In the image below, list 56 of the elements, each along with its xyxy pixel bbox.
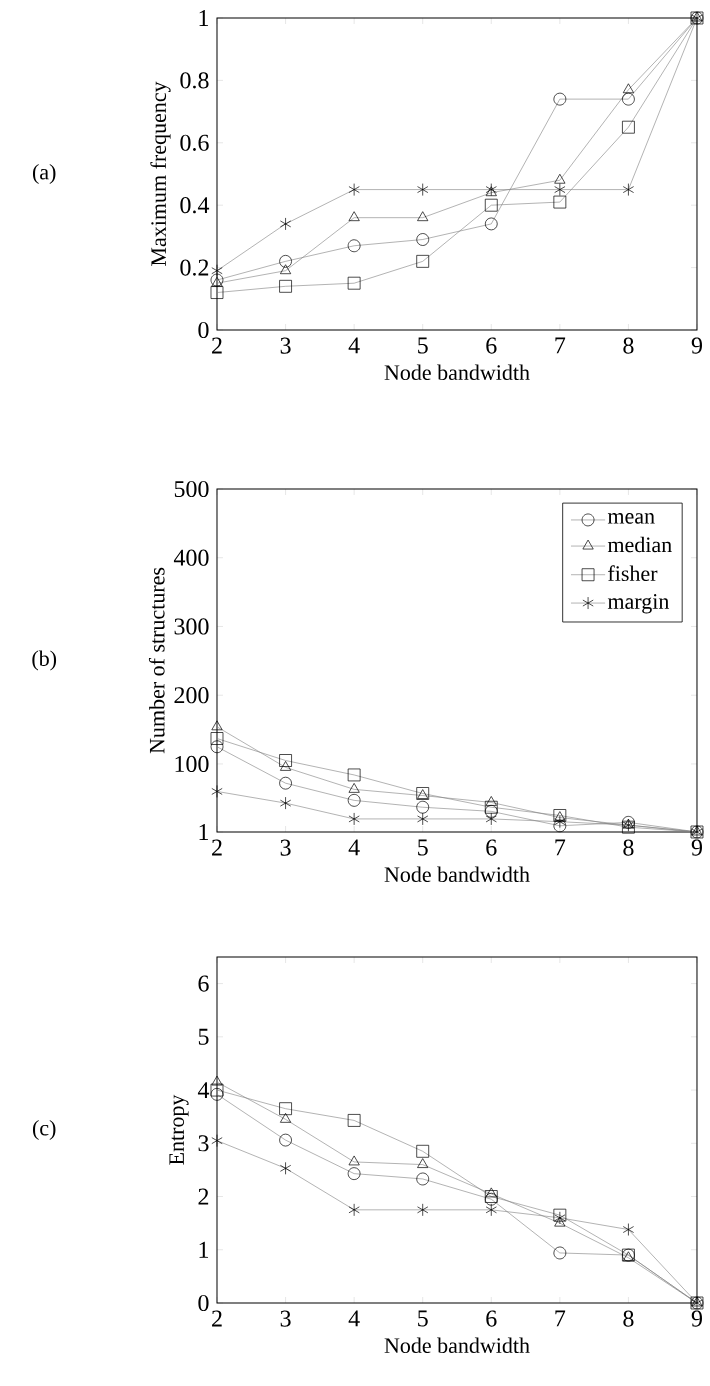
x-tick-label: 5: [417, 337, 428, 354]
y-tick-label: 200: [174, 687, 209, 704]
x-tick-label: 2: [211, 1310, 222, 1327]
y-axis-title: Number of structures: [148, 567, 165, 754]
y-tick-label: 5: [198, 1028, 209, 1045]
y-tick-label: 500: [174, 480, 209, 498]
x-tick-label: 6: [486, 337, 497, 354]
x-tick-label: 6: [486, 1310, 497, 1327]
y-tick-label: 0.6: [180, 134, 209, 151]
text: (c): [32, 1120, 56, 1140]
x-tick-label: 3: [280, 1310, 291, 1327]
x-tick-label: 4: [348, 1310, 360, 1327]
x-tick-label: 8: [623, 839, 634, 856]
legend-label: fisher: [607, 565, 658, 582]
y-tick-label: 6: [198, 975, 209, 992]
y-tick-label: 100: [175, 755, 209, 773]
y-tick-label: 4: [197, 1082, 209, 1098]
y-tick-label: 0: [198, 1294, 209, 1312]
text: (b): [32, 650, 56, 671]
legend-label: mean: [607, 513, 655, 524]
x-tick-label: 6: [486, 839, 497, 856]
y-tick-label: 1: [199, 1241, 208, 1258]
x-axis-title: Node bandwidth: [384, 866, 530, 883]
x-tick-label: 8: [623, 1310, 634, 1327]
x-tick-label: 7: [555, 839, 565, 856]
y-tick-label: 3: [198, 1135, 209, 1152]
x-tick-label: 3: [280, 839, 291, 856]
x-tick-label: 4: [348, 337, 360, 354]
y-tick-label: 0: [198, 321, 209, 339]
y-axis-title: Entropy: [169, 1094, 189, 1165]
x-tick-label: 2: [211, 839, 222, 856]
y-tick-label: 0.2: [180, 259, 208, 276]
text: (a): [32, 164, 56, 184]
legend-label: median: [607, 536, 672, 553]
y-tick-label: 0.8: [180, 72, 209, 89]
x-tick-label: 5: [417, 1310, 428, 1327]
x-tick-label: 5: [417, 839, 428, 856]
y-tick-label: 1: [199, 824, 208, 840]
x-tick-label: 4: [348, 839, 360, 856]
y-tick-label: 400: [173, 549, 209, 566]
x-tick-label: 2: [211, 337, 222, 354]
y-tick-label: 300: [174, 618, 209, 635]
x-tick-label: 9: [691, 337, 702, 354]
x-tick-label: 7: [555, 1310, 565, 1327]
x-tick-label: 3: [280, 337, 291, 354]
y-tick-label: 2: [198, 1188, 208, 1205]
x-axis-title: Node bandwidth: [384, 1337, 530, 1354]
y-tick-label: 1: [199, 10, 208, 26]
y-axis-title: Maximum frequency: [150, 81, 171, 266]
x-tick-label: 7: [555, 337, 565, 354]
x-tick-label: 9: [691, 1310, 702, 1327]
x-tick-label: 8: [623, 337, 634, 354]
y-tick-label: 0.4: [180, 197, 209, 214]
x-tick-label: 9: [691, 839, 702, 856]
legend-label: margin: [607, 594, 669, 614]
x-axis-title: Node bandwidth: [384, 364, 530, 381]
